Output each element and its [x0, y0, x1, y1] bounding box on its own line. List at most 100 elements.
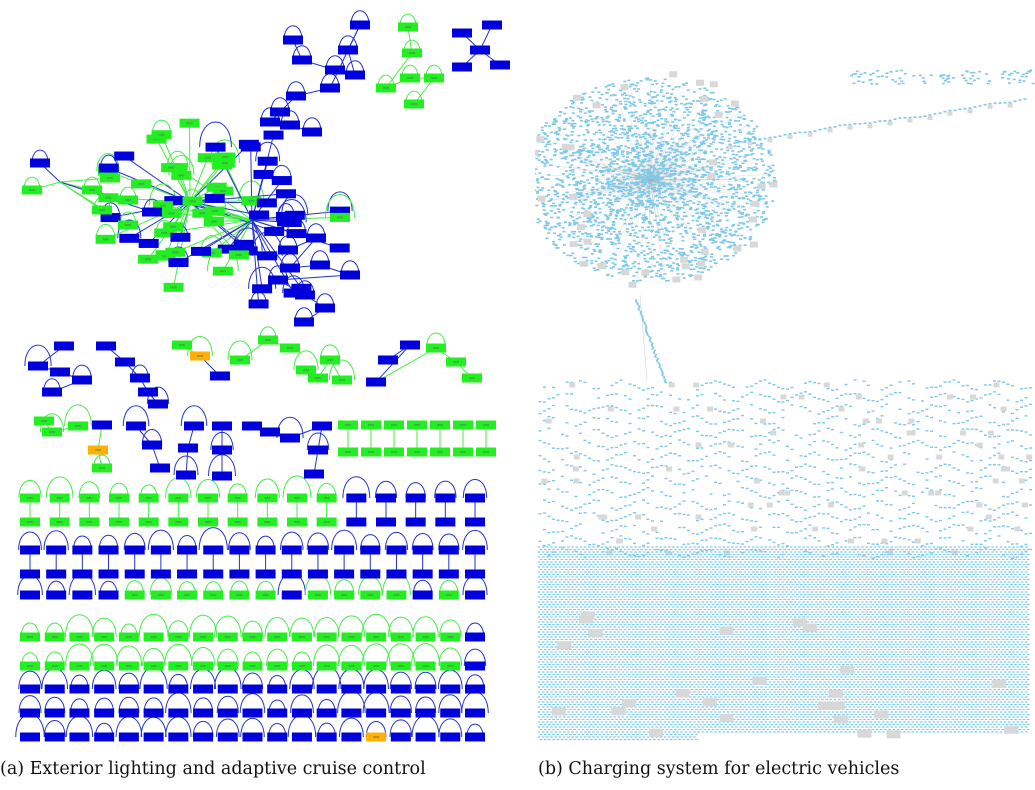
graph-node [615, 454, 618, 456]
graph-node [640, 226, 644, 229]
graph-node [637, 459, 641, 461]
node-label-mark [249, 665, 256, 667]
graph-self-loop [141, 648, 166, 667]
graph-node [876, 443, 879, 446]
node-label-mark [200, 636, 207, 638]
graph-node [631, 262, 635, 265]
graph-node [643, 143, 647, 145]
graph-node [712, 259, 716, 261]
graph-node [640, 203, 644, 206]
graph-node [925, 444, 929, 447]
graph-node [605, 117, 609, 119]
graph-node [795, 466, 798, 468]
graph-node [217, 244, 238, 254]
graph-node [682, 492, 686, 494]
graph-node [1011, 440, 1014, 442]
graph-edge [250, 146, 253, 221]
graph-node [795, 521, 798, 523]
graph-edge [329, 24, 361, 89]
graph-node [622, 260, 626, 262]
graph-node [651, 166, 655, 168]
graph-node [728, 143, 732, 146]
graph-node [891, 78, 895, 81]
graph-node [688, 111, 692, 113]
graph-node [680, 132, 684, 135]
graph-node [664, 109, 668, 111]
graph-node [727, 456, 731, 458]
graph-node [745, 468, 749, 470]
graph-node [745, 460, 749, 463]
graph-node [705, 421, 708, 423]
graph-node [671, 121, 675, 123]
graph-node [763, 423, 767, 425]
graph-node [655, 205, 659, 207]
graph-node [912, 75, 916, 77]
graph-node [1015, 472, 1019, 474]
graph-node [943, 421, 947, 423]
graph-node [651, 386, 654, 389]
graph-node [667, 209, 671, 211]
graph-node [677, 174, 681, 177]
graph-node [707, 225, 711, 228]
graph-node [731, 203, 735, 206]
graph-node [561, 458, 564, 461]
graph-node [663, 380, 666, 382]
graph-node [650, 269, 654, 272]
graph-node [660, 520, 663, 522]
graph-node [696, 270, 700, 273]
graph-node [665, 229, 669, 232]
graph-node [628, 398, 632, 400]
graph-self-loop [24, 344, 52, 367]
graph-node [635, 299, 638, 301]
graph-node [655, 190, 659, 192]
graph-node [903, 451, 906, 454]
graph-node [669, 183, 673, 186]
graph-node [633, 261, 637, 263]
graph-node [573, 122, 577, 125]
graph-node [799, 520, 803, 523]
graph-node [741, 446, 744, 448]
graph-node [736, 408, 740, 410]
node-label-mark [208, 251, 215, 254]
graph-node [682, 177, 686, 180]
graph-node [570, 139, 574, 142]
graph-node [570, 124, 574, 127]
graph-node [1006, 399, 1010, 401]
graph-node [589, 235, 593, 237]
graph-node [628, 85, 632, 88]
node-label-mark [150, 636, 157, 638]
graph-node [655, 148, 659, 150]
graph-node [586, 247, 590, 250]
graph-node [755, 191, 759, 194]
graph-node [560, 157, 564, 160]
graph-node [692, 178, 696, 181]
graph-node [772, 176, 776, 179]
graph-node [543, 224, 547, 227]
graph-node [564, 106, 568, 109]
graph-node [771, 169, 775, 172]
graph-node [281, 217, 302, 227]
graph-node [997, 443, 1001, 445]
graph-node [733, 130, 737, 132]
graph-node [952, 495, 956, 497]
graph-node [657, 224, 661, 226]
graph-node [642, 219, 646, 222]
graph-node [482, 20, 502, 30]
graph-node [930, 430, 933, 432]
graph-node [631, 103, 635, 106]
graph-node [762, 197, 766, 200]
graph-node [880, 479, 884, 481]
graph-node [620, 268, 624, 270]
graph-node [660, 100, 664, 102]
graph-node [670, 194, 674, 196]
graph-node [651, 458, 654, 461]
graph-node [751, 132, 755, 135]
graph-node [646, 502, 650, 505]
graph-node [627, 147, 631, 149]
graph-node [817, 483, 821, 486]
graph-node [1018, 81, 1022, 84]
graph-node [787, 134, 793, 139]
graph-node [640, 202, 644, 204]
graph-node [586, 119, 590, 122]
graph-node [316, 708, 337, 718]
